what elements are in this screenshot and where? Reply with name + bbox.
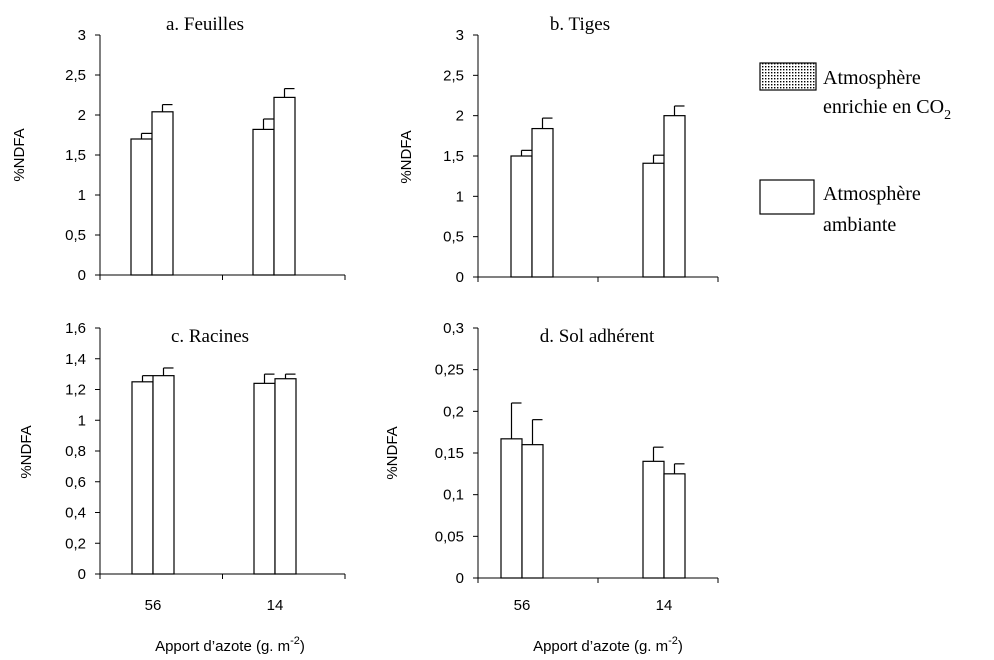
chart-title: a. Feuilles — [166, 14, 244, 35]
y-tick-label: 3 — [456, 27, 464, 44]
bar-14-series-2 — [273, 96, 296, 276]
y-tick-label: 1 — [78, 412, 86, 429]
chart-panel-3: c. Racines %NDFA 0 0,2 0,4 0,6 0,8 1 1,2 1,4 1,6 56… — [18, 320, 346, 655]
y-tick-label: 0,05 — [435, 528, 464, 545]
chart-title: b. Tiges — [550, 14, 610, 35]
bar-56-series-2 — [152, 375, 175, 575]
chart-panel-1: a. Feuilles %NDFA 0 0,5 1 1,5 2 2,5 3 — [11, 14, 346, 284]
y-tick-label: 2,5 — [65, 67, 86, 84]
x-axis-label: Apport d’azote (g. m-2) — [533, 635, 683, 655]
x-tick-label: 14 — [656, 597, 673, 614]
y-tick-label: 3 — [78, 27, 86, 44]
y-tick-label: 1,6 — [65, 320, 86, 337]
legend-item-1: Atmosphère enrichie en CO2 — [759, 62, 951, 123]
y-tick-label: 1 — [78, 187, 86, 204]
bar-14-series-2 — [663, 115, 686, 278]
bar-14-series-1 — [253, 382, 276, 575]
y-tick-label: 0,5 — [443, 229, 464, 246]
y-axis-label: %NDFA — [384, 426, 401, 479]
bar-56-series-2 — [531, 127, 554, 278]
legend-label-line2: ambiante — [823, 214, 896, 236]
chart-panel-4: d. Sol adhérent %NDFA 0 0,05 0,1 0,15 0,2 0,25 0… — [384, 320, 719, 655]
x-tick-label: 56 — [145, 597, 162, 614]
legend: Atmosphère enrichie en CO2 Atmosphère ambia… — [759, 62, 951, 236]
chart-panel-2: b. Tiges %NDFA 0 0,5 1 1,5 2 2,5 3 — [398, 14, 719, 286]
bar-56-series-1 — [130, 138, 153, 276]
y-tick-label: 0,25 — [435, 362, 464, 379]
y-tick-label: 0,6 — [65, 474, 86, 491]
bar-14-series-2 — [663, 473, 686, 579]
y-tick-label: 0,3 — [443, 320, 464, 337]
bar-56-series-1 — [131, 381, 154, 575]
y-tick-label: 2,5 — [443, 67, 464, 84]
bar-56-series-1 — [510, 155, 533, 278]
legend-swatch — [759, 62, 817, 91]
bar-14-series-1 — [642, 460, 665, 579]
bar-56-series-2 — [521, 444, 544, 579]
y-tick-label: 0,4 — [65, 505, 86, 522]
legend-swatch — [759, 179, 815, 215]
x-tick-label: 14 — [267, 597, 284, 614]
y-tick-label: 0 — [78, 267, 86, 284]
y-axis-label: %NDFA — [18, 425, 35, 478]
y-tick-label: 0,2 — [65, 535, 86, 552]
bar-14-series-1 — [642, 162, 665, 278]
y-tick-label: 0 — [456, 570, 464, 587]
y-tick-label: 2 — [456, 108, 464, 125]
y-axis-label: %NDFA — [398, 130, 415, 183]
y-axis-label: %NDFA — [11, 128, 28, 181]
bar-56-series-1 — [500, 438, 523, 579]
y-tick-label: 0,2 — [443, 403, 464, 420]
y-tick-label: 1,5 — [65, 147, 86, 164]
chart-title: c. Racines — [171, 326, 249, 347]
legend-label-line1: Atmosphère — [823, 67, 921, 89]
chart-title: d. Sol adhérent — [540, 326, 655, 347]
y-tick-label: 0,15 — [435, 445, 464, 462]
legend-label-line2: enrichie en CO2 — [823, 96, 951, 123]
x-axis-label: Apport d’azote (g. m-2) — [155, 635, 305, 655]
y-tick-label: 0 — [456, 269, 464, 286]
y-tick-label: 0,1 — [443, 487, 464, 504]
y-tick-label: 1,5 — [443, 148, 464, 165]
x-tick-label: 56 — [514, 597, 531, 614]
y-tick-label: 1,4 — [65, 351, 86, 368]
y-tick-label: 0,5 — [65, 227, 86, 244]
y-tick-label: 0,8 — [65, 443, 86, 460]
y-tick-label: 1,2 — [65, 382, 86, 399]
legend-item-2: Atmosphère ambiante — [759, 179, 921, 236]
legend-label-line1: Atmosphère — [823, 183, 921, 205]
y-tick-label: 2 — [78, 107, 86, 124]
y-tick-label: 1 — [456, 188, 464, 205]
bar-14-series-2 — [274, 378, 297, 575]
y-tick-label: 0 — [78, 566, 86, 583]
bar-14-series-1 — [252, 128, 275, 276]
bar-56-series-2 — [151, 111, 174, 276]
